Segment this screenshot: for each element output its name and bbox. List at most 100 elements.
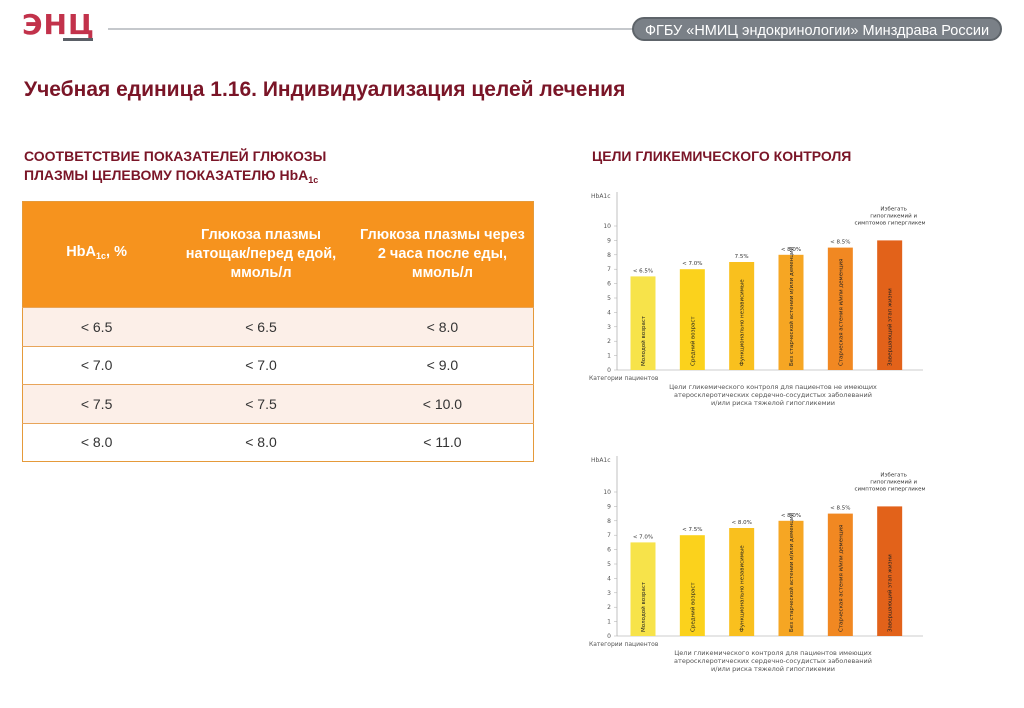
y-tick-label: 8 bbox=[607, 252, 611, 259]
y-tick-label: 4 bbox=[607, 309, 611, 316]
category-label: Средний возраст bbox=[689, 316, 696, 366]
y-tick-label: 0 bbox=[607, 633, 611, 640]
chart-caption-line: атеросклеротических сердечно-сосудистых … bbox=[674, 657, 872, 665]
bar-value-label: Избегать bbox=[880, 206, 907, 212]
y-tick-label: 6 bbox=[607, 547, 611, 554]
chart-caption-line: атеросклеротических сердечно-сосудистых … bbox=[674, 391, 872, 399]
page-title: Учебная единица 1.16. Индивидуализация ц… bbox=[24, 78, 626, 101]
chart-bar bbox=[679, 269, 705, 370]
y-axis-label: HbA1c bbox=[591, 457, 611, 464]
chart-caption-line: и/или риска тяжелой гипогликемии bbox=[711, 399, 835, 407]
bar-value-label: < 8.0% bbox=[781, 247, 801, 253]
y-tick-label: 1 bbox=[607, 619, 611, 626]
header-fasting-glucose: Глюкоза плазмы натощак/перед едой, ммоль… bbox=[170, 201, 352, 308]
chart-bar bbox=[729, 262, 755, 370]
y-tick-label: 5 bbox=[607, 295, 611, 302]
y-tick-label: 4 bbox=[607, 575, 611, 582]
chart-bar bbox=[877, 240, 903, 370]
bar-value-label: < 8.5% bbox=[830, 240, 850, 246]
chart-bar bbox=[729, 528, 755, 636]
category-label: Без старческой астении и/или деменции bbox=[788, 512, 795, 632]
table-cell: < 7.5 bbox=[22, 384, 171, 423]
table-cell: < 7.0 bbox=[22, 345, 171, 385]
y-tick-label: 2 bbox=[607, 604, 611, 611]
y-tick-label: 7 bbox=[607, 532, 611, 539]
y-tick-label: 0 bbox=[607, 367, 611, 374]
chart-bar bbox=[827, 513, 853, 636]
bar-value-label: < 8.0% bbox=[781, 513, 801, 519]
table-cell: < 7.5 bbox=[170, 384, 352, 423]
y-tick-label: 8 bbox=[607, 518, 611, 525]
y-axis-label: HbA1c bbox=[591, 193, 611, 200]
table-row: < 7.5 < 7.5 < 10.0 bbox=[22, 384, 534, 423]
bar-value-label: Избегать bbox=[880, 472, 907, 478]
table-cell: < 8.0 bbox=[170, 422, 352, 462]
y-tick-label: 2 bbox=[607, 338, 611, 345]
category-label: Средний возраст bbox=[689, 582, 696, 632]
bar-value-label: симптомов гипергликемии bbox=[854, 220, 925, 226]
bar-value-label: < 6.5% bbox=[633, 268, 653, 274]
y-tick-label: 3 bbox=[607, 324, 611, 331]
chart-bar bbox=[778, 254, 804, 370]
chart-bar bbox=[679, 535, 705, 636]
bar-value-label: гипогликемий и bbox=[870, 478, 917, 485]
chart-bar bbox=[778, 520, 804, 636]
category-label: Завершающий этап жизни bbox=[887, 288, 894, 366]
y-tick-label: 6 bbox=[607, 281, 611, 288]
y-tick-label: 3 bbox=[607, 590, 611, 597]
table-row: < 6.5 < 6.5 < 8.0 bbox=[22, 307, 534, 346]
y-tick-label: 10 bbox=[603, 489, 611, 496]
y-tick-label: 5 bbox=[607, 561, 611, 568]
header-hba1c: HbA1c, % bbox=[22, 201, 171, 308]
chart-bar bbox=[630, 276, 656, 370]
glycemic-chart-1-svg: HbA1c 0 1 2 3 4 5 6 7 8 9 10 Молодой возраст < 6.5% Ср… bbox=[589, 192, 925, 407]
bar-value-label: < 7.0% bbox=[633, 534, 653, 540]
header-divider bbox=[108, 28, 638, 30]
table-row: < 8.0 < 8.0 < 11.0 bbox=[22, 422, 534, 462]
organization-badge: ФГБУ «НМИЦ эндокринологии» Минздрава Рос… bbox=[632, 17, 1002, 41]
x-axis-label: Категории пациентов bbox=[589, 641, 659, 648]
chart-bar bbox=[827, 247, 853, 370]
category-label: Без старческой астении и/или деменции bbox=[788, 246, 795, 366]
glucose-table: HbA1c, % Глюкоза плазмы натощак/перед ед… bbox=[22, 201, 534, 462]
bar-value-label: гипогликемий и bbox=[870, 212, 917, 219]
bar-value-label: < 7.5% bbox=[682, 527, 702, 533]
category-label: Молодой возраст bbox=[640, 315, 647, 366]
logo: ЭНЦ bbox=[22, 8, 94, 42]
category-label: Функционально независимые bbox=[740, 545, 746, 632]
y-tick-label: 10 bbox=[603, 223, 611, 230]
table-cell: < 6.5 bbox=[22, 307, 171, 346]
table-cell: < 7.0 bbox=[170, 345, 352, 385]
y-tick-label: 9 bbox=[607, 237, 611, 244]
category-label: Молодой возраст bbox=[640, 581, 647, 632]
x-axis-label: Категории пациентов bbox=[589, 375, 659, 382]
category-label: Старческая астения и/или деменция bbox=[838, 259, 844, 366]
chart-bar bbox=[630, 542, 656, 636]
category-label: Старческая астения и/или деменция bbox=[838, 525, 844, 632]
table-section-title-line1: СООТВЕТСТВИЕ ПОКАЗАТЕЛЕЙ ГЛЮКОЗЫ bbox=[24, 148, 327, 164]
table-section-title: СООТВЕТСТВИЕ ПОКАЗАТЕЛЕЙ ГЛЮКОЗЫ ПЛАЗМЫ … bbox=[24, 147, 444, 190]
y-tick-label: 9 bbox=[607, 503, 611, 510]
chart-bar bbox=[877, 506, 903, 636]
bar-value-label: 7.5% bbox=[735, 254, 749, 260]
bar-value-label: < 8.0% bbox=[731, 520, 751, 526]
bar-value-label: < 8.5% bbox=[830, 506, 850, 512]
glycemic-chart-2: HbA1c 0 1 2 3 4 5 6 7 8 9 10 Молодой возраст < 7.0% Ср… bbox=[585, 452, 925, 682]
chart-caption-line: Цели гликемического контроля для пациент… bbox=[669, 383, 877, 391]
logo-underline bbox=[63, 38, 93, 41]
category-label: Завершающий этап жизни bbox=[887, 554, 894, 632]
table-cell: < 11.0 bbox=[351, 422, 534, 462]
charts-section-title: ЦЕЛИ ГЛИКЕМИЧЕСКОГО КОНТРОЛЯ bbox=[592, 148, 852, 164]
table-cell: < 10.0 bbox=[351, 384, 534, 423]
table-row: < 7.0 < 7.0 < 9.0 bbox=[22, 345, 534, 385]
bar-value-label: симптомов гипергликемии bbox=[854, 486, 925, 492]
chart-caption-line: Цели гликемического контроля для пациент… bbox=[674, 649, 872, 657]
chart-caption-line: и/или риска тяжелой гипогликемии bbox=[711, 665, 835, 673]
table-cell: < 9.0 bbox=[351, 345, 534, 385]
glycemic-chart-2-svg: HbA1c 0 1 2 3 4 5 6 7 8 9 10 Молодой возраст < 7.0% Ср… bbox=[589, 456, 925, 673]
table-cell: < 6.5 bbox=[170, 307, 352, 346]
y-tick-label: 7 bbox=[607, 266, 611, 273]
table-cell: < 8.0 bbox=[351, 307, 534, 346]
table-section-title-line2: ПЛАЗМЫ ЦЕЛЕВОМУ ПОКАЗАТЕЛЮ HbA1c bbox=[24, 167, 319, 185]
category-label: Функционально независимые bbox=[740, 279, 746, 366]
